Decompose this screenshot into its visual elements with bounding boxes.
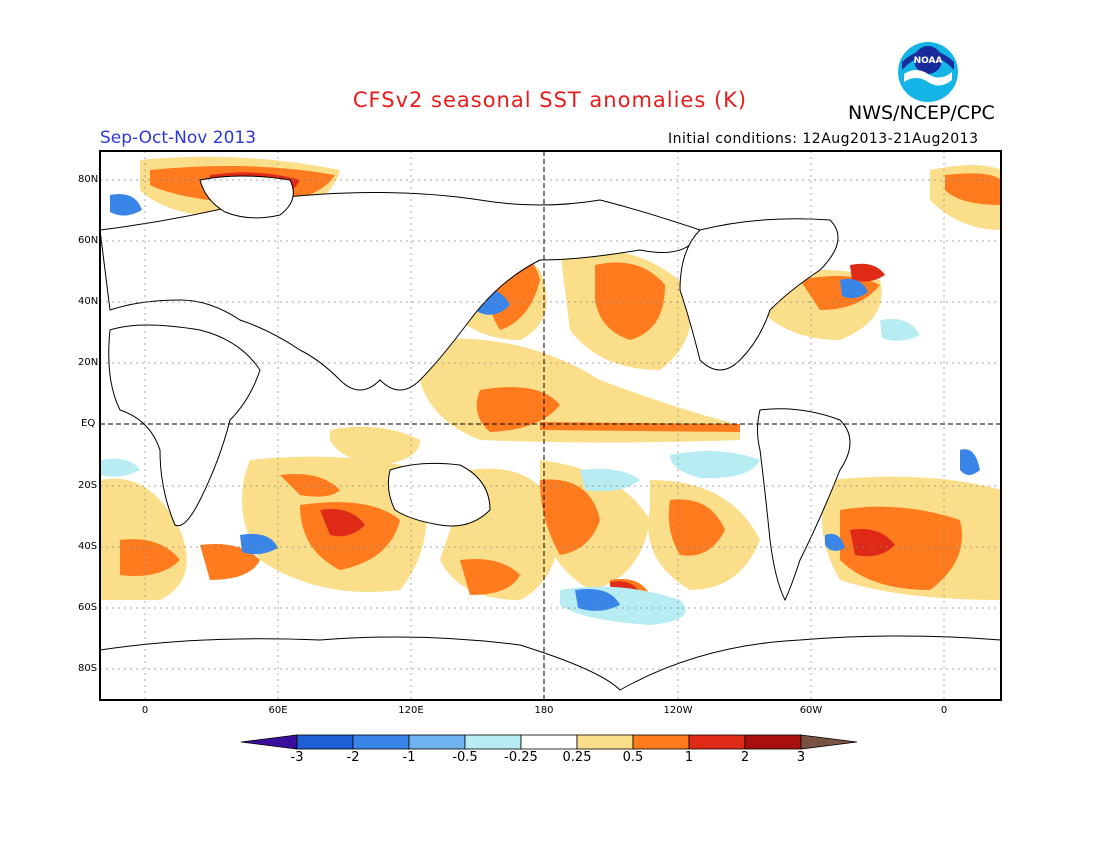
colorbar-label: 2 (740, 750, 750, 765)
colorbar-label: -1 (402, 750, 416, 765)
grid-lines (100, 151, 1001, 700)
colorbar-label: -0.5 (452, 750, 478, 765)
coastlines (100, 175, 1001, 700)
colorbar-label: 0.25 (562, 750, 592, 765)
lon-label-180: 180 (534, 705, 554, 716)
lon-label-120w: 120W (663, 705, 693, 716)
lat-label-80n: 80N (78, 174, 99, 185)
moderate-negative-anomalies (110, 194, 980, 611)
colorbar-segment (464, 734, 522, 750)
anomaly-fields (100, 156, 1001, 625)
lat-label-40n: 40N (78, 296, 99, 307)
lat-label-20n: 20N (78, 357, 99, 368)
equator-dateline (100, 151, 1001, 700)
colorbar-label: -2 (346, 750, 360, 765)
colorbar-segment (352, 734, 410, 750)
lat-label-60s: 60S (78, 602, 98, 613)
lon-label-60w: 60W (799, 705, 823, 716)
lon-label-0-east: 0 (940, 705, 948, 716)
colorbar-label: 3 (796, 750, 806, 765)
lon-label-60e: 60E (268, 705, 288, 716)
logo-text: NOAA (914, 56, 943, 66)
colorbar-arrow-high (800, 734, 858, 750)
colorbar (240, 734, 858, 750)
colorbar-segment (408, 734, 466, 750)
colorbar-segment (744, 734, 802, 750)
colorbar-segment (576, 734, 634, 750)
colorbar-segment (296, 734, 354, 750)
lat-label-80s: 80S (78, 663, 98, 674)
initial-conditions-label: Initial conditions: 12Aug2013-21Aug2013 (668, 131, 979, 147)
lat-label-60n: 60N (78, 235, 99, 246)
colorbar-arrow-low (240, 734, 298, 750)
map-frame (99, 150, 1002, 701)
lon-label-120e: 120E (398, 705, 424, 716)
lon-label-0: 0 (141, 705, 149, 716)
colorbar-label: 1 (684, 750, 694, 765)
colorbar-label: 0.5 (622, 750, 644, 765)
org-label: NWS/NCEP/CPC (848, 102, 995, 124)
colorbar-segment (632, 734, 690, 750)
colorbar-label: -0.25 (504, 750, 538, 765)
noaa-logo: NOAA (898, 42, 958, 102)
lat-label-eq: EQ (81, 418, 96, 429)
season-label: Sep-Oct-Nov 2013 (100, 128, 257, 148)
lat-label-40s: 40S (78, 541, 98, 552)
colorbar-label: -3 (290, 750, 304, 765)
colorbar-segment (688, 734, 746, 750)
lat-label-20s: 20S (78, 480, 98, 491)
map-title: CFSv2 seasonal SST anomalies (K) (352, 88, 748, 112)
colorbar-segment (520, 734, 578, 750)
